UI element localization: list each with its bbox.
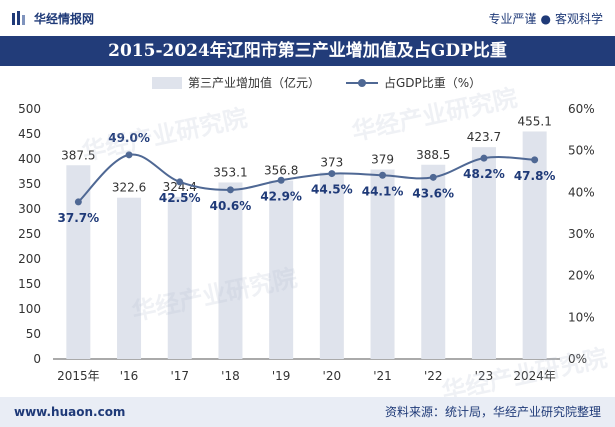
- y-right-tick-label: 40%: [568, 185, 595, 199]
- footer-source: 资料来源：统计局，华经产业研究院整理: [384, 405, 601, 419]
- bar-value-label: 388.5: [416, 148, 450, 162]
- share-point: [226, 186, 234, 194]
- share-value-label: 42.9%: [260, 189, 302, 203]
- bar-value-label: 322.6: [112, 181, 146, 195]
- share-line: [77, 153, 535, 203]
- x-tick-label: '20: [323, 369, 342, 383]
- brand-name: 华经情报网: [34, 12, 95, 26]
- y-right-tick-label: 0%: [568, 352, 587, 366]
- bar-value-label: 356.8: [264, 164, 298, 178]
- tagline: 专业严谨 ● 客观科学: [488, 10, 603, 27]
- y-left-tick-label: 250: [18, 227, 41, 241]
- x-tick-label: '16: [120, 369, 139, 383]
- bar: [167, 196, 192, 359]
- share-point: [74, 198, 82, 206]
- bar: [117, 197, 142, 359]
- bar: [319, 172, 344, 359]
- x-tick-label: 2024年: [513, 369, 556, 383]
- bar: [269, 180, 294, 359]
- share-point: [176, 178, 184, 186]
- y-left-tick-label: 450: [18, 127, 41, 141]
- y-right-tick-label: 60%: [568, 102, 595, 116]
- footer-bar: www.huaon.com 资料来源：统计局，华经产业研究院整理: [0, 397, 615, 427]
- bar: [218, 182, 243, 359]
- y-left-tick-label: 0: [33, 352, 41, 366]
- chart-title: 2015-2024年辽阳市第三产业增加值及占GDP比重: [0, 36, 615, 66]
- bar-value-label: 423.7: [467, 130, 501, 144]
- share-point: [429, 173, 437, 181]
- share-point: [125, 151, 133, 159]
- y-left-tick-label: 500: [18, 102, 41, 116]
- bar: [66, 165, 91, 359]
- legend-item-line: 占GDP比重（%）: [346, 74, 481, 91]
- legend-bar-swatch: [152, 76, 182, 89]
- tagline-left: 专业严谨: [488, 12, 537, 26]
- legend-line-swatch: [346, 77, 378, 89]
- tagline-separator: ●: [540, 12, 551, 26]
- footer-site: www.huaon.com: [14, 405, 126, 419]
- x-tick-label: '18: [221, 369, 240, 383]
- legend-item-bar: 第三产业增加值（亿元）: [152, 74, 320, 91]
- share-value-label: 47.8%: [514, 169, 556, 183]
- share-value-label: 37.7%: [58, 211, 100, 225]
- share-value-label: 43.6%: [412, 186, 454, 200]
- chart-legend: 第三产业增加值（亿元） 占GDP比重（%）: [0, 70, 615, 92]
- bar-value-label: 324.4: [163, 180, 197, 194]
- y-right-tick-label: 30%: [568, 227, 595, 241]
- legend-line-label: 占GDP比重（%）: [384, 76, 482, 90]
- bar-value-label: 387.5: [61, 148, 95, 162]
- y-left-tick-label: 50: [26, 327, 41, 341]
- y-left-tick-label: 400: [18, 152, 41, 166]
- y-left-tick-label: 350: [18, 177, 41, 191]
- y-left-tick-label: 100: [18, 302, 41, 316]
- y-left-tick-label: 200: [18, 252, 41, 266]
- share-point: [480, 154, 488, 162]
- bar-value-label: 373: [320, 156, 343, 170]
- legend-bar-label: 第三产业增加值（亿元）: [188, 76, 321, 90]
- x-tick-label: '17: [170, 369, 189, 383]
- x-tick-label: '23: [475, 369, 494, 383]
- bar-value-label: 455.1: [517, 114, 551, 128]
- y-right-tick-label: 10%: [568, 310, 595, 324]
- x-tick-label: '21: [373, 369, 392, 383]
- share-value-label: 48.2%: [463, 167, 505, 181]
- y-right-tick-label: 20%: [568, 269, 595, 283]
- bar: [370, 169, 395, 359]
- share-point: [531, 156, 539, 164]
- y-right-tick-label: 50%: [568, 144, 595, 158]
- brand-logo-icon: [12, 11, 25, 25]
- x-tick-label: '19: [272, 369, 291, 383]
- y-left-tick-label: 150: [18, 277, 41, 291]
- share-point: [379, 171, 387, 179]
- bar: [522, 131, 547, 359]
- y-left-tick-label: 300: [18, 202, 41, 216]
- share-value-label: 49.0%: [108, 131, 150, 145]
- bar: [471, 147, 496, 359]
- share-value-label: 44.1%: [362, 184, 404, 198]
- tagline-right: 客观科学: [554, 12, 603, 26]
- share-value-label: 44.5%: [311, 183, 353, 197]
- x-tick-label: '22: [424, 369, 443, 383]
- bar-value-label: 379: [371, 153, 394, 167]
- bar-value-label: 353.1: [213, 165, 247, 179]
- x-tick-label: 2015年: [57, 369, 100, 383]
- bar: [421, 164, 446, 359]
- header-bar: 华经情报网 专业严谨 ● 客观科学: [0, 0, 615, 34]
- share-point: [277, 176, 285, 184]
- share-value-label: 40.6%: [210, 199, 252, 213]
- share-point: [328, 170, 336, 178]
- share-value-label: 42.5%: [159, 191, 201, 205]
